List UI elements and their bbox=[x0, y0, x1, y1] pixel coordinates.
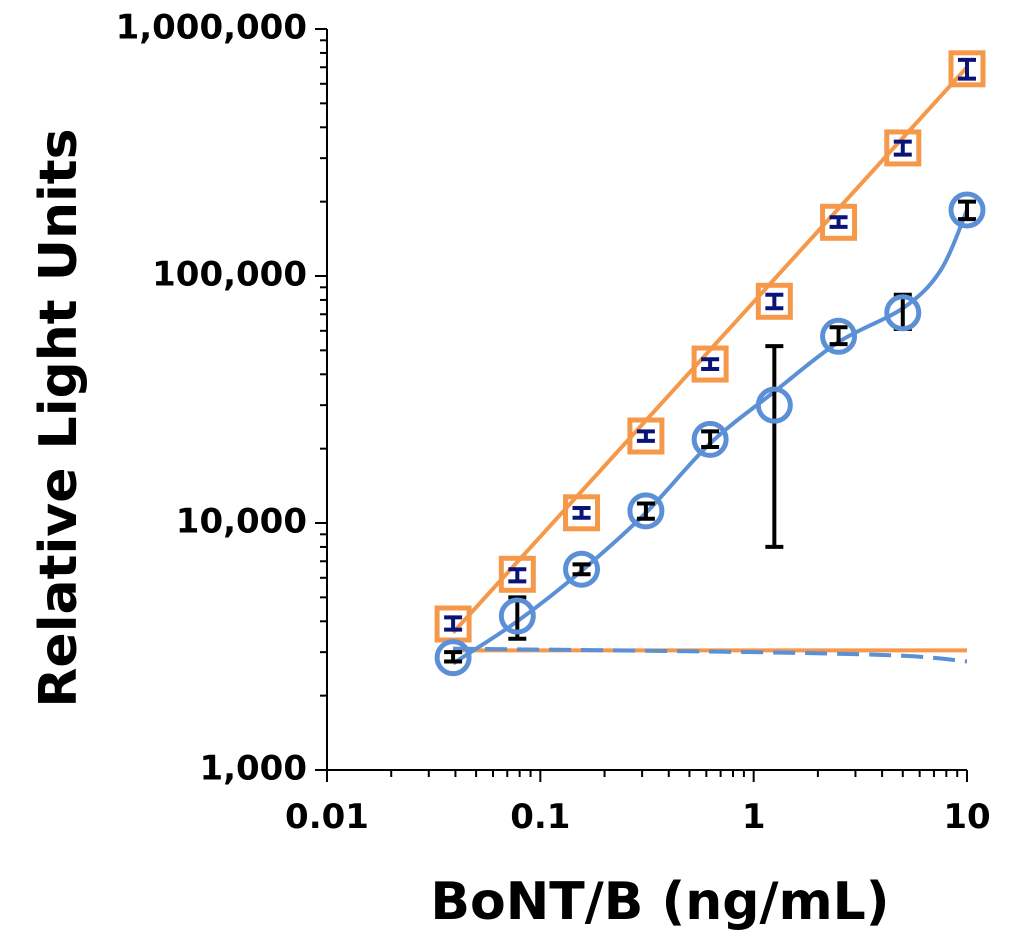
axes: 1,000 10,000 100,000 1,000,000 0.01 0.1 1 10 bbox=[116, 8, 991, 838]
orange-squares-point bbox=[498, 555, 536, 593]
y-axis-title: Relative Light Units bbox=[29, 128, 89, 707]
orange-squares-point bbox=[820, 203, 858, 241]
blue-circles-point bbox=[755, 386, 793, 424]
x-axis-title: BoNT/B (ng/mL) bbox=[430, 872, 889, 932]
blue-circles-point bbox=[820, 317, 858, 355]
y-axis-title-group: Relative Light Units bbox=[29, 128, 89, 707]
blue-circles-point bbox=[691, 420, 729, 458]
orange-squares-point bbox=[755, 282, 793, 320]
blue-circles-error-bar bbox=[572, 562, 591, 577]
blue-circles-error-bar bbox=[829, 325, 848, 347]
x-tick-label: 0.1 bbox=[510, 797, 570, 837]
orange-squares-error-bar bbox=[958, 57, 976, 81]
y-tick-label: 10,000 bbox=[176, 502, 307, 542]
orange-squares-error-bar bbox=[572, 506, 591, 520]
orange-squares-point bbox=[563, 494, 601, 532]
orange-squares-error-bar bbox=[444, 615, 463, 632]
blue-circles-point bbox=[498, 597, 536, 635]
blue-circles-error-bar bbox=[958, 199, 976, 222]
blue-circles-point bbox=[434, 639, 472, 677]
x-tick-label: 10 bbox=[943, 797, 990, 837]
error-bars bbox=[444, 57, 976, 664]
blue-baseline bbox=[453, 646, 968, 664]
orange-squares-point bbox=[884, 129, 922, 167]
orange-squares-error-bar bbox=[893, 139, 912, 157]
orange-squares-error-bar bbox=[701, 357, 720, 372]
orange-squares-point bbox=[948, 50, 986, 88]
y-tick-label: 1,000,000 bbox=[116, 8, 307, 48]
y-tick-label: 100,000 bbox=[152, 255, 307, 295]
x-tick-label: 0.01 bbox=[285, 797, 369, 837]
blue-circles-point bbox=[563, 550, 601, 588]
y-tick-label: 1,000 bbox=[199, 749, 307, 789]
blue-circles-fit-line bbox=[451, 209, 969, 666]
orange-squares-point bbox=[627, 417, 665, 455]
data-markers bbox=[434, 50, 986, 677]
blue-circles-point bbox=[948, 191, 986, 229]
orange-squares-error-bar bbox=[508, 567, 527, 584]
blue-circles-error-bar bbox=[636, 501, 655, 521]
orange-squares-error-bar bbox=[829, 215, 848, 229]
x-tick-label: 1 bbox=[742, 797, 766, 837]
blue-circles-error-bar bbox=[701, 429, 720, 450]
blue-circles-point bbox=[627, 492, 665, 530]
blue-circles-error-bar bbox=[444, 650, 463, 664]
orange-squares-point bbox=[691, 345, 729, 383]
blue-circles-error-bar bbox=[765, 344, 784, 549]
blue-circles-point bbox=[884, 294, 922, 332]
orange-squares-error-bar bbox=[636, 429, 655, 443]
orange-squares-error-bar bbox=[765, 292, 784, 311]
